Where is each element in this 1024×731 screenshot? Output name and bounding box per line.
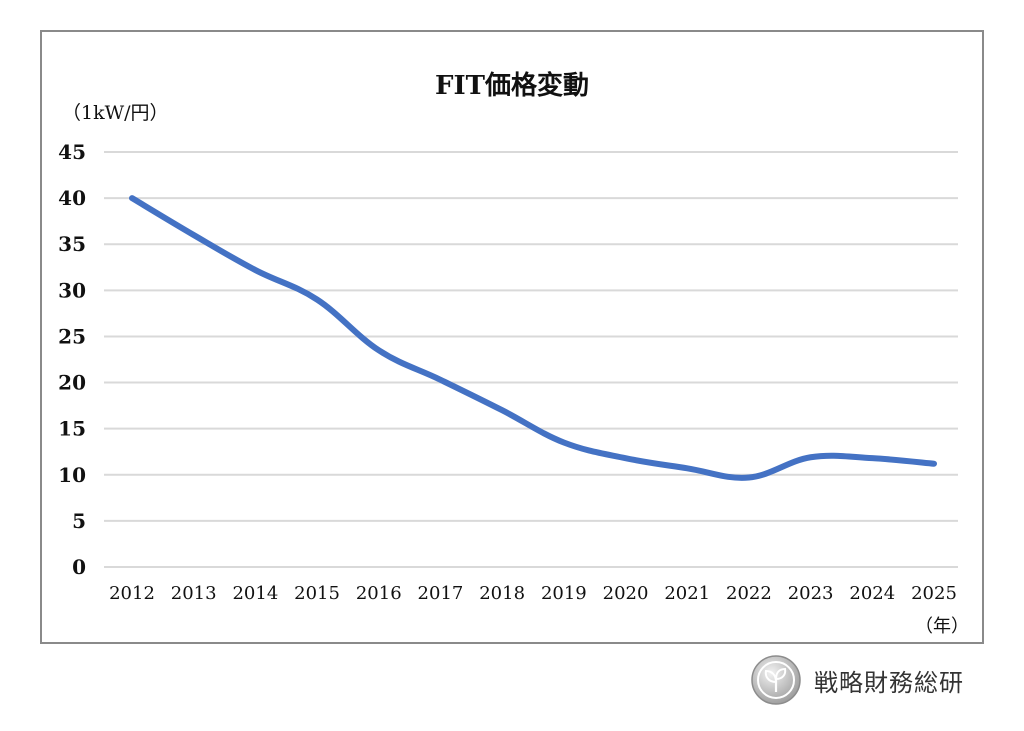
y-tick-label: 40 <box>58 186 86 210</box>
y-tick-label: 35 <box>58 232 86 256</box>
x-tick-label: 2025 <box>911 583 957 604</box>
x-tick-label: 2021 <box>664 583 710 604</box>
y-tick-label: 5 <box>72 509 86 533</box>
x-tick-label: 2013 <box>171 583 217 604</box>
x-tick-label: 2016 <box>356 583 402 604</box>
x-tick-label: 2020 <box>603 583 649 604</box>
y-tick-label: 25 <box>58 324 86 348</box>
y-tick-label: 45 <box>58 140 86 164</box>
x-tick-label: 2015 <box>294 583 340 604</box>
y-axis-label: （1kW/円） <box>62 102 169 124</box>
brand-name: 戦略財務総研 <box>814 668 964 697</box>
x-tick-label: 2019 <box>541 583 587 604</box>
x-tick-label: 2014 <box>232 583 278 604</box>
chart-frame: FIT価格変動 （1kW/円） （年） 0 5 10 15 20 25 30 35 40 45 2… <box>40 30 984 644</box>
brand: 戦略財務総研 <box>750 652 964 708</box>
leaf-circle-icon <box>751 655 801 705</box>
x-tick-label: 2023 <box>788 583 834 604</box>
y-tick-label: 20 <box>58 371 86 395</box>
x-tick-label: 2017 <box>418 583 464 604</box>
x-tick-label: 2024 <box>849 583 895 604</box>
x-tick-label: 2012 <box>109 583 155 604</box>
chart-title: FIT価格変動 <box>435 70 589 101</box>
x-tick-label: 2022 <box>726 583 772 604</box>
y-tick-label: 30 <box>58 278 86 302</box>
y-tick-label: 10 <box>58 463 86 487</box>
x-tick-label: 2018 <box>479 583 525 604</box>
y-tick-label: 0 <box>72 555 86 579</box>
y-tick-label: 15 <box>58 417 86 441</box>
series-line <box>129 195 937 481</box>
x-axis-label: （年） <box>915 616 969 637</box>
